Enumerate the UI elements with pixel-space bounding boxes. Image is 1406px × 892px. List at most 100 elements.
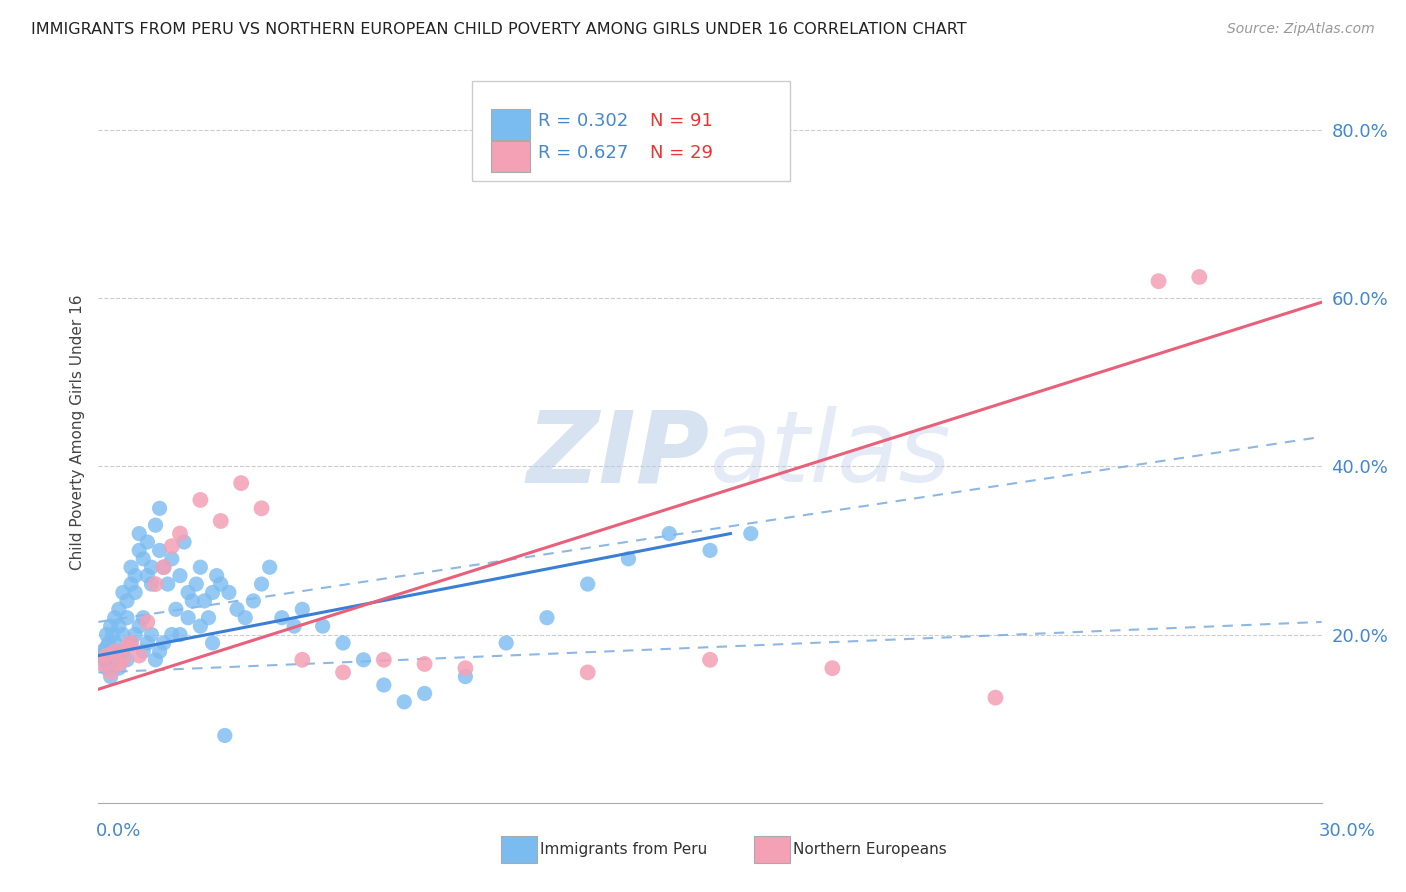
Point — [100, 670, 122, 684]
Point — [152, 636, 174, 650]
Point — [740, 526, 762, 541]
Point — [120, 636, 142, 650]
Point — [226, 602, 249, 616]
Point — [111, 585, 134, 599]
Point — [111, 653, 134, 667]
Point — [152, 560, 174, 574]
Point — [209, 514, 232, 528]
Point — [141, 560, 163, 574]
Point — [104, 644, 127, 658]
Point — [104, 636, 127, 650]
Point — [136, 636, 159, 650]
Point — [96, 627, 118, 641]
Point — [373, 678, 395, 692]
Point — [132, 610, 155, 624]
Point — [413, 686, 436, 700]
FancyBboxPatch shape — [491, 141, 530, 172]
Point — [108, 661, 131, 675]
Point — [124, 627, 146, 641]
Point — [270, 610, 294, 624]
Point — [201, 585, 224, 599]
Point — [115, 640, 138, 655]
Point — [169, 526, 191, 541]
Point — [188, 492, 212, 507]
Point — [332, 636, 354, 650]
Text: R = 0.627: R = 0.627 — [537, 145, 628, 162]
Point — [233, 610, 256, 624]
Point — [169, 568, 191, 582]
Text: Immigrants from Peru: Immigrants from Peru — [540, 842, 707, 856]
Point — [165, 602, 187, 616]
Point — [250, 501, 273, 516]
Point — [149, 543, 172, 558]
Point — [413, 657, 436, 671]
Point — [111, 627, 134, 641]
Point — [205, 568, 228, 582]
Point — [373, 653, 395, 667]
Text: 0.0%: 0.0% — [96, 822, 141, 840]
Point — [124, 585, 146, 599]
Point — [193, 594, 215, 608]
Point — [1188, 270, 1211, 285]
Point — [352, 653, 374, 667]
Point — [186, 577, 208, 591]
Point — [188, 619, 212, 633]
Text: atlas: atlas — [710, 407, 952, 503]
Point — [132, 551, 155, 566]
Point — [145, 577, 167, 591]
Point — [291, 602, 314, 616]
Point — [100, 644, 122, 658]
Point — [128, 619, 150, 633]
Text: ZIP: ZIP — [527, 407, 710, 503]
Point — [91, 644, 114, 658]
Point — [536, 610, 558, 624]
Point — [136, 568, 159, 582]
Point — [128, 526, 150, 541]
Point — [120, 636, 142, 650]
Point — [115, 653, 138, 667]
Point — [100, 665, 122, 680]
Point — [576, 665, 599, 680]
Point — [160, 539, 183, 553]
FancyBboxPatch shape — [471, 81, 790, 181]
Point — [201, 636, 224, 650]
Text: IMMIGRANTS FROM PERU VS NORTHERN EUROPEAN CHILD POVERTY AMONG GIRLS UNDER 16 COR: IMMIGRANTS FROM PERU VS NORTHERN EUROPEA… — [31, 22, 966, 37]
Point — [1147, 274, 1170, 288]
Text: 30.0%: 30.0% — [1319, 822, 1375, 840]
Y-axis label: Child Poverty Among Girls Under 16: Child Poverty Among Girls Under 16 — [69, 295, 84, 570]
Point — [291, 653, 314, 667]
Point — [120, 560, 142, 574]
Point — [658, 526, 681, 541]
Point — [197, 610, 219, 624]
Point — [984, 690, 1007, 705]
Point — [108, 619, 131, 633]
Point — [454, 670, 477, 684]
Point — [145, 518, 167, 533]
Text: Source: ZipAtlas.com: Source: ZipAtlas.com — [1227, 22, 1375, 37]
Point — [149, 501, 172, 516]
Point — [141, 577, 163, 591]
Point — [115, 610, 138, 624]
Point — [101, 627, 124, 641]
Text: N = 91: N = 91 — [650, 112, 713, 129]
Point — [115, 594, 138, 608]
Point — [104, 610, 127, 624]
Point — [312, 619, 335, 633]
Point — [136, 615, 159, 629]
Point — [100, 619, 122, 633]
Point — [141, 627, 163, 641]
Point — [89, 648, 111, 663]
Point — [97, 636, 120, 650]
Point — [136, 535, 159, 549]
Point — [108, 602, 131, 616]
Point — [283, 619, 305, 633]
Text: R = 0.302: R = 0.302 — [537, 112, 628, 129]
Point — [149, 644, 172, 658]
Point — [699, 653, 721, 667]
Point — [214, 729, 236, 743]
Point — [145, 653, 167, 667]
Text: Northern Europeans: Northern Europeans — [793, 842, 946, 856]
Point — [250, 577, 273, 591]
Point — [332, 665, 354, 680]
Point — [156, 577, 179, 591]
